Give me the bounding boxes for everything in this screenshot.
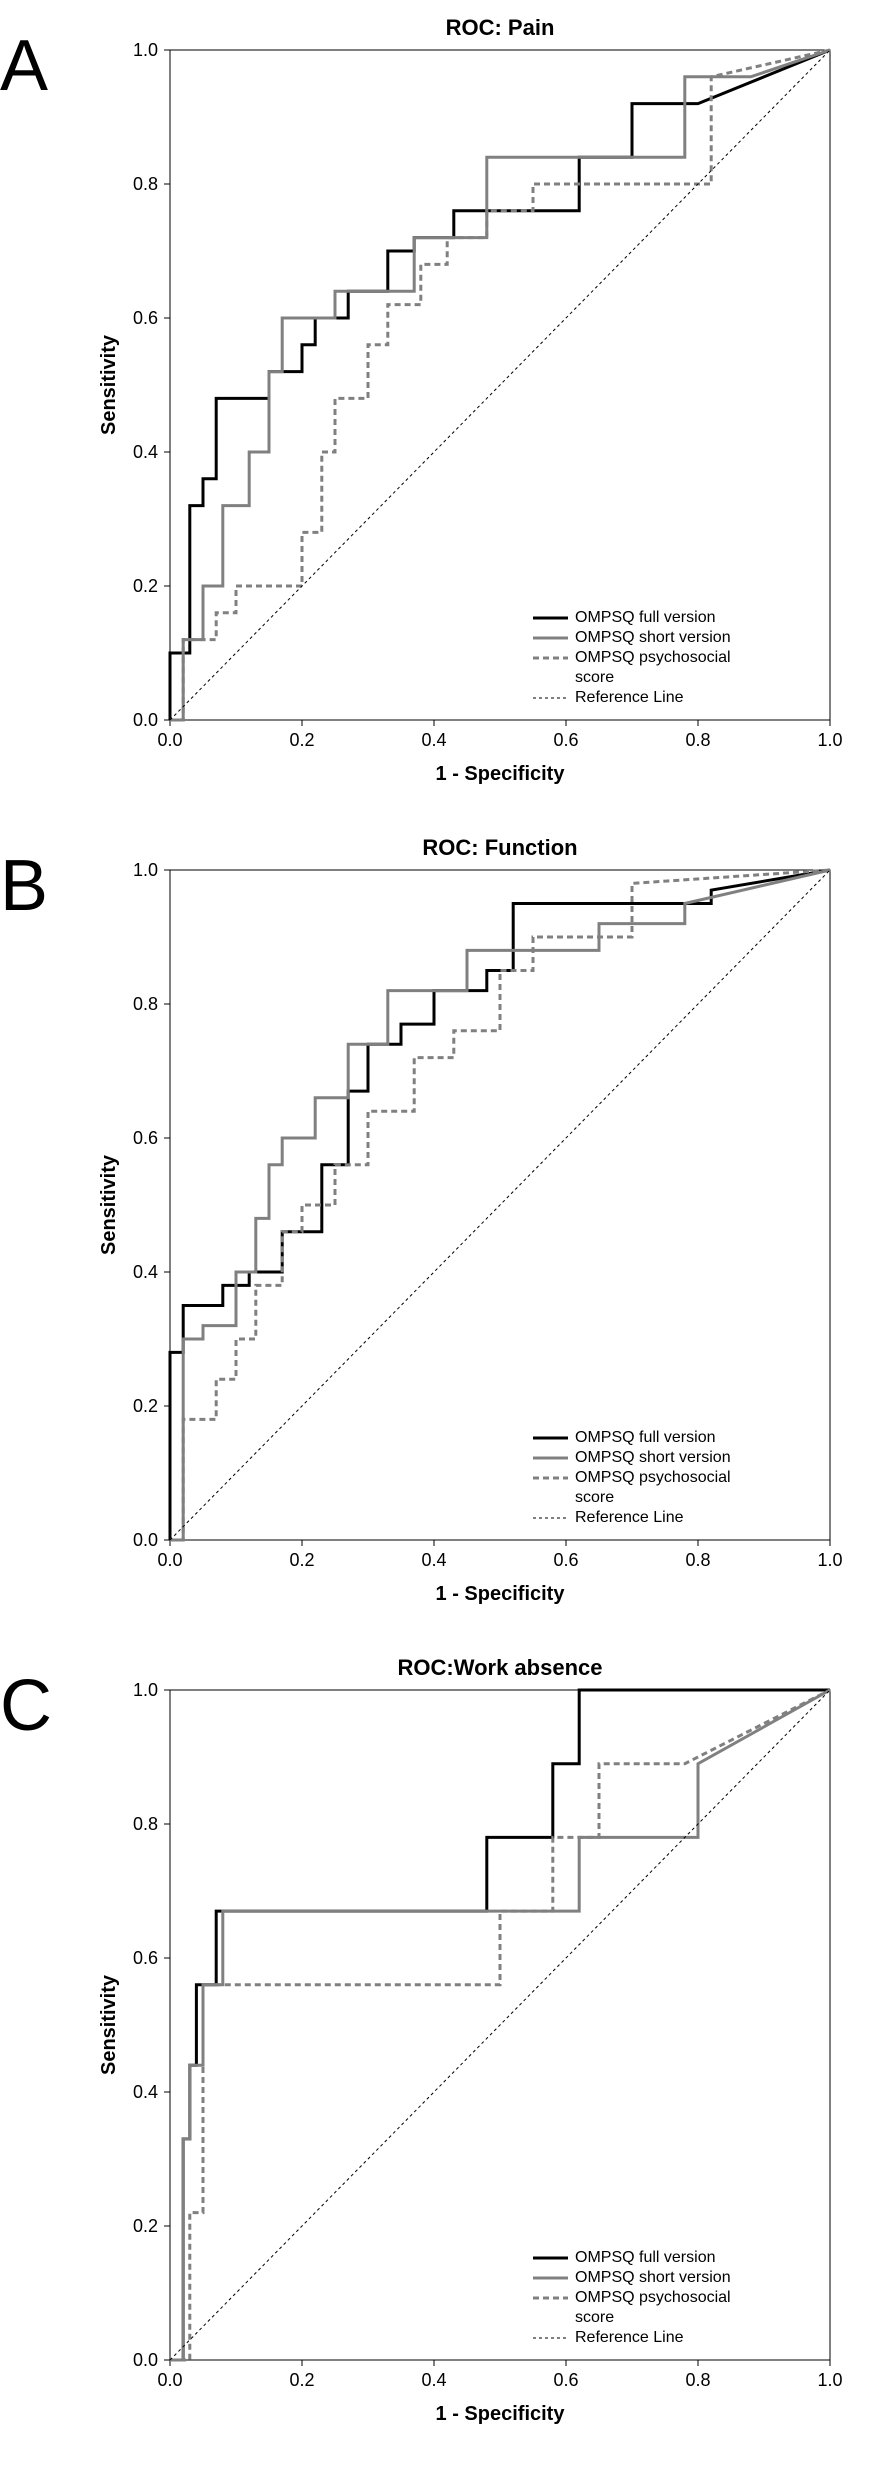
panel-A: A ROC: Pain 0.0 0.2 0.4 0.6 0.8 1.0 0.0 0.2 0.4 0.… bbox=[0, 0, 870, 820]
y-tick-label: 0.2 bbox=[133, 1396, 158, 1416]
y-tick-label: 0.8 bbox=[133, 994, 158, 1014]
panel-C: C ROC:Work absence 0.0 0.2 0.4 0.6 0.8 1.0 0.0 0… bbox=[0, 1640, 870, 2460]
x-tick-label: 0.4 bbox=[421, 2370, 446, 2390]
roc-chart-2: ROC:Work absence 0.0 0.2 0.4 0.6 0.8 1.0 0.0 0.2… bbox=[80, 1640, 870, 2460]
y-tick-label: 0.0 bbox=[133, 710, 158, 730]
chart-title: ROC: Function bbox=[422, 835, 577, 860]
x-tick-label: 0.8 bbox=[685, 1550, 710, 1570]
panel-B: B ROC: Function 0.0 0.2 0.4 0.6 0.8 1.0 0.0 0.2 0… bbox=[0, 820, 870, 1640]
x-axis-label: 1 - Specificity bbox=[436, 1583, 566, 1605]
y-tick-label: 0.0 bbox=[133, 1530, 158, 1550]
x-tick-label: 0.0 bbox=[157, 730, 182, 750]
legend-label-3: Reference Line bbox=[575, 1509, 684, 1526]
y-tick-label: 1.0 bbox=[133, 860, 158, 880]
x-tick-label: 0.2 bbox=[289, 2370, 314, 2390]
roc-chart-0: ROC: Pain 0.0 0.2 0.4 0.6 0.8 1.0 0.0 0.2 0.4 0.6 0… bbox=[80, 0, 870, 820]
y-axis-label: Sensitivity bbox=[98, 1154, 120, 1255]
legend-label-1: OMPSQ short version bbox=[575, 629, 731, 646]
panel-label-C: C bbox=[0, 1670, 80, 1742]
y-tick-label: 0.6 bbox=[133, 1948, 158, 1968]
x-tick-label: 1.0 bbox=[817, 730, 842, 750]
legend-label-2: OMPSQ psychosocial bbox=[575, 1469, 731, 1486]
y-tick-label: 0.0 bbox=[133, 2350, 158, 2370]
legend-label-2: OMPSQ psychosocial bbox=[575, 649, 731, 666]
x-tick-label: 1.0 bbox=[817, 1550, 842, 1570]
chart-title: ROC: Pain bbox=[446, 15, 555, 40]
legend-label-2b: score bbox=[575, 669, 614, 686]
legend-label-2b: score bbox=[575, 1489, 614, 1506]
y-tick-label: 0.8 bbox=[133, 174, 158, 194]
chart-title: ROC:Work absence bbox=[398, 1655, 603, 1680]
panels-host: A ROC: Pain 0.0 0.2 0.4 0.6 0.8 1.0 0.0 0.2 0.4 0.… bbox=[0, 0, 870, 2460]
x-tick-label: 0.8 bbox=[685, 730, 710, 750]
y-axis-label: Sensitivity bbox=[98, 1974, 120, 2075]
legend-label-0: OMPSQ full version bbox=[575, 2249, 715, 2266]
y-tick-label: 1.0 bbox=[133, 40, 158, 60]
x-axis-label: 1 - Specificity bbox=[436, 763, 566, 785]
legend-label-1: OMPSQ short version bbox=[575, 1449, 731, 1466]
legend-label-2: OMPSQ psychosocial bbox=[575, 2289, 731, 2306]
x-tick-label: 0.4 bbox=[421, 1550, 446, 1570]
figure-container: A ROC: Pain 0.0 0.2 0.4 0.6 0.8 1.0 0.0 0.2 0.4 0.… bbox=[0, 0, 870, 2460]
y-axis-label: Sensitivity bbox=[98, 334, 120, 435]
x-tick-label: 0.0 bbox=[157, 2370, 182, 2390]
roc-chart-1: ROC: Function 0.0 0.2 0.4 0.6 0.8 1.0 0.0 0.2 0.4… bbox=[80, 820, 870, 1640]
y-tick-label: 0.2 bbox=[133, 576, 158, 596]
y-tick-label: 0.4 bbox=[133, 2082, 158, 2102]
x-tick-label: 0.4 bbox=[421, 730, 446, 750]
x-tick-label: 0.6 bbox=[553, 1550, 578, 1570]
legend-label-0: OMPSQ full version bbox=[575, 1429, 715, 1446]
legend-label-2b: score bbox=[575, 2309, 614, 2326]
legend-label-1: OMPSQ short version bbox=[575, 2269, 731, 2286]
series-line-3 bbox=[170, 1690, 830, 2360]
x-tick-label: 0.6 bbox=[553, 2370, 578, 2390]
y-tick-label: 1.0 bbox=[133, 1680, 158, 1700]
y-tick-label: 0.6 bbox=[133, 1128, 158, 1148]
panel-label-B: B bbox=[0, 850, 80, 922]
panel-label-A: A bbox=[0, 30, 80, 102]
x-tick-label: 0.8 bbox=[685, 2370, 710, 2390]
x-tick-label: 0.0 bbox=[157, 1550, 182, 1570]
legend-label-3: Reference Line bbox=[575, 2329, 684, 2346]
y-tick-label: 0.2 bbox=[133, 2216, 158, 2236]
y-tick-label: 0.8 bbox=[133, 1814, 158, 1834]
y-tick-label: 0.6 bbox=[133, 308, 158, 328]
y-tick-label: 0.4 bbox=[133, 1262, 158, 1282]
legend-label-0: OMPSQ full version bbox=[575, 609, 715, 626]
x-tick-label: 1.0 bbox=[817, 2370, 842, 2390]
x-tick-label: 0.2 bbox=[289, 1550, 314, 1570]
y-tick-label: 0.4 bbox=[133, 442, 158, 462]
x-tick-label: 0.6 bbox=[553, 730, 578, 750]
x-tick-label: 0.2 bbox=[289, 730, 314, 750]
x-axis-label: 1 - Specificity bbox=[436, 2403, 566, 2425]
legend-label-3: Reference Line bbox=[575, 689, 684, 706]
